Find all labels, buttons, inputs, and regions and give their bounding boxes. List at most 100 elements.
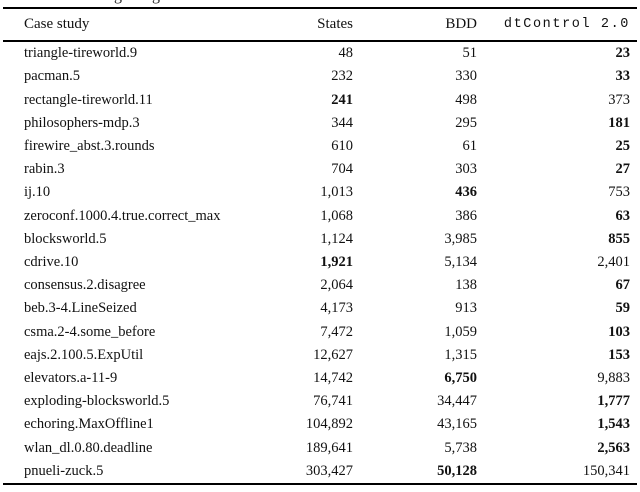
dtcontrol-value: 150,341 <box>582 462 630 479</box>
header-case-study: Case study <box>24 16 90 32</box>
bdd-value: 498 <box>455 91 477 108</box>
states-value: 76,741 <box>313 393 353 410</box>
case-study-name: rabin.3 <box>24 161 65 178</box>
dtcontrol-value: 153 <box>608 346 630 363</box>
dtcontrol-value: 25 <box>615 137 631 154</box>
table-row: triangle-tireworld.9 48 51 23 <box>3 42 637 65</box>
case-study-name: ij.10 <box>24 184 51 201</box>
states-value: 1,124 <box>320 230 353 247</box>
case-study-name: cdrive.10 <box>24 253 79 270</box>
bdd-value: 61 <box>462 137 478 154</box>
states-value: 303,427 <box>305 462 353 479</box>
states-value: 241 <box>331 91 353 108</box>
table-row: beb.3-4.LineSeized 4,173 913 59 <box>3 297 637 320</box>
table-row: philosophers-mdp.3 344 295 181 <box>3 112 637 135</box>
bdd-value: 913 <box>455 300 477 317</box>
states-value: 1,013 <box>320 184 353 201</box>
table-row: csma.2-4.some_before 7,472 1,059 103 <box>3 320 637 343</box>
header-states: States <box>317 16 353 32</box>
dtcontrol-value: 2,563 <box>597 439 630 456</box>
states-value: 344 <box>331 114 353 131</box>
dtcontrol-value: 373 <box>608 91 630 108</box>
table-row: elevators.a-11-9 14,742 6,750 9,883 <box>3 367 637 390</box>
case-study-name: firewire_abst.3.rounds <box>24 137 155 154</box>
states-value: 14,742 <box>313 369 353 386</box>
bdd-value: 436 <box>455 184 477 201</box>
case-study-name: blocksworld.5 <box>24 230 107 247</box>
bdd-value: 43,165 <box>437 416 477 433</box>
case-study-name: csma.2-4.some_before <box>24 323 156 340</box>
table-row: pnueli-zuck.5 303,427 50,128 150,341 <box>3 460 637 483</box>
bdd-value: 5,134 <box>444 253 477 270</box>
bdd-value: 34,447 <box>437 393 477 410</box>
table-row: wlan_dl.0.80.deadline 189,641 5,738 2,56… <box>3 436 637 459</box>
case-study-name: zeroconf.1000.4.true.correct_max <box>24 207 221 224</box>
case-study-name: philosophers-mdp.3 <box>24 114 140 131</box>
table-bottom-rule <box>3 483 637 485</box>
table-row: echoring.MaxOffline1 104,892 43,165 1,54… <box>3 413 637 436</box>
dtcontrol-value: 27 <box>615 161 631 178</box>
bdd-value: 51 <box>462 45 478 62</box>
states-value: 232 <box>331 68 353 85</box>
table-row: blocksworld.5 1,124 3,985 855 <box>3 228 637 251</box>
states-value: 704 <box>331 161 353 178</box>
bdd-value: 3,985 <box>444 230 477 247</box>
bdd-value: 303 <box>455 161 477 178</box>
dtcontrol-value: 2,401 <box>597 253 630 270</box>
dtcontrol-value: 9,883 <box>597 369 630 386</box>
case-study-name: pnueli-zuck.5 <box>24 462 104 479</box>
states-value: 12,627 <box>313 346 353 363</box>
header-bdd: BDD <box>445 16 477 32</box>
dtcontrol-value: 67 <box>615 277 631 294</box>
case-study-name: beb.3-4.LineSeized <box>24 300 137 317</box>
dtcontrol-value: 103 <box>608 323 630 340</box>
states-value: 48 <box>338 45 354 62</box>
table-top-rule <box>3 7 637 9</box>
states-value: 1,068 <box>320 207 353 224</box>
caption-fragment-char: g <box>152 0 160 5</box>
bdd-value: 50,128 <box>437 462 477 479</box>
table-header-rule <box>3 40 637 42</box>
dtcontrol-value: 59 <box>615 300 631 317</box>
table-row: exploding-blocksworld.5 76,741 34,447 1,… <box>3 390 637 413</box>
states-value: 4,173 <box>320 300 353 317</box>
states-value: 189,641 <box>305 439 353 456</box>
states-value: 1,921 <box>320 253 353 270</box>
bdd-value: 295 <box>455 114 477 131</box>
bdd-value: 386 <box>455 207 477 224</box>
table-row: ij.10 1,013 436 753 <box>3 181 637 204</box>
caption-fragment-char: g <box>114 0 122 5</box>
table-row: zeroconf.1000.4.true.correct_max 1,068 3… <box>3 204 637 227</box>
bdd-value: 6,750 <box>444 369 477 386</box>
dtcontrol-value: 1,777 <box>597 393 630 410</box>
states-value: 104,892 <box>305 416 353 433</box>
case-study-name: exploding-blocksworld.5 <box>24 393 170 410</box>
bdd-value: 330 <box>455 68 477 85</box>
table-row: eajs.2.100.5.ExpUtil 12,627 1,315 153 <box>3 344 637 367</box>
case-study-name: echoring.MaxOffline1 <box>24 416 154 433</box>
bdd-value: 1,315 <box>444 346 477 363</box>
caption-fragment: g g <box>0 0 640 6</box>
table-row: firewire_abst.3.rounds 610 61 25 <box>3 135 637 158</box>
states-value: 2,064 <box>320 277 353 294</box>
table-row: rabin.3 704 303 27 <box>3 158 637 181</box>
states-value: 610 <box>331 137 353 154</box>
states-value: 7,472 <box>320 323 353 340</box>
dtcontrol-value: 855 <box>608 230 630 247</box>
dtcontrol-value: 23 <box>615 45 631 62</box>
table-row: cdrive.10 1,921 5,134 2,401 <box>3 251 637 274</box>
table-body: triangle-tireworld.9 48 51 23 pacman.5 2… <box>3 42 637 483</box>
table-row: rectangle-tireworld.11 241 498 373 <box>3 88 637 111</box>
case-study-name: wlan_dl.0.80.deadline <box>24 439 153 456</box>
table-row: consensus.2.disagree 2,064 138 67 <box>3 274 637 297</box>
header-dtcontrol: dtControl 2.0 <box>503 17 630 32</box>
dtcontrol-value: 1,543 <box>597 416 630 433</box>
case-study-name: consensus.2.disagree <box>24 277 146 294</box>
case-study-name: rectangle-tireworld.11 <box>24 91 153 108</box>
bdd-value: 1,059 <box>444 323 477 340</box>
dtcontrol-value: 753 <box>608 184 630 201</box>
case-study-name: eajs.2.100.5.ExpUtil <box>24 346 144 363</box>
bdd-value: 5,738 <box>444 439 477 456</box>
case-study-name: elevators.a-11-9 <box>24 369 118 386</box>
dtcontrol-value: 181 <box>608 114 630 131</box>
